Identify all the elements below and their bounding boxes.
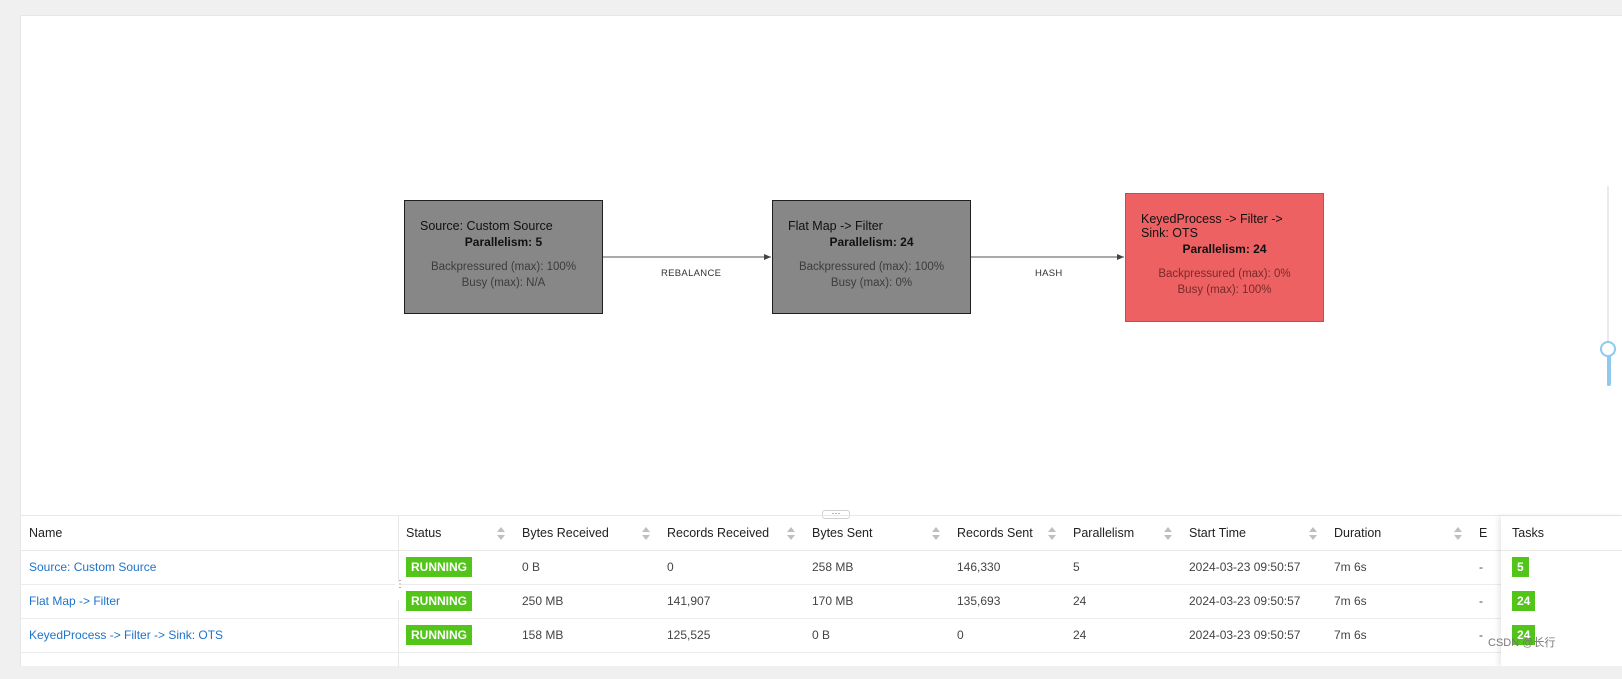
node-backpressured: Backpressured (max): 100% (798, 261, 945, 273)
tasks-badge[interactable]: 24 (1512, 591, 1536, 611)
table-header: Name Status Bytes Received Records Recei… (21, 516, 1622, 551)
tasks-badge[interactable]: 5 (1512, 557, 1529, 577)
tasks-badge[interactable]: 24 (1512, 625, 1536, 645)
tasks-column-divider (1501, 550, 1622, 551)
status-badge: RUNNING (406, 591, 472, 611)
node-backpressured: Backpressured (max): 0% (1158, 268, 1291, 280)
cell-end-time: - (1479, 628, 1483, 642)
column-header-tasks[interactable]: Tasks (1512, 526, 1544, 540)
column-header-status[interactable]: Status (406, 526, 442, 540)
sort-icon[interactable] (1309, 527, 1317, 541)
node-name: KeyedProcess -> Filter -> Sink: OTS (1141, 212, 1283, 240)
cell-parallelism: 24 (1073, 594, 1087, 608)
column-header-bytes-received[interactable]: Bytes Received (522, 526, 609, 540)
column-header-parallelism[interactable]: Parallelism (1073, 526, 1135, 540)
column-header-name[interactable]: Name (29, 526, 63, 540)
cell-bytes-received: 0 B (522, 560, 541, 574)
cell-start-time: 2024-03-23 09:50:57 (1189, 560, 1301, 574)
node-parallelism: Parallelism: 24 (829, 235, 914, 249)
cell-duration: 7m 6s (1334, 594, 1367, 608)
table-row[interactable]: KeyedProcess -> Filter -> Sink: OTS RUNN… (21, 618, 1622, 653)
node-parallelism: Parallelism: 5 (464, 235, 543, 249)
node-name: Flat Map -> Filter (788, 219, 883, 233)
table-row[interactable]: Flat Map -> Filter RUNNING 250 MB 141,90… (21, 584, 1622, 619)
graph-node-keyed-process[interactable]: KeyedProcess -> Filter -> Sink: OTS Para… (1125, 193, 1324, 322)
vertex-name-link[interactable]: Source: Custom Source (29, 560, 157, 574)
vertex-name-link[interactable]: Flat Map -> Filter (29, 594, 121, 608)
cell-duration: 7m 6s (1334, 560, 1367, 574)
cell-duration: 7m 6s (1334, 628, 1367, 642)
panel-resize-handle[interactable]: ··· (822, 509, 850, 519)
cell-records-sent: 146,330 (957, 560, 1001, 574)
job-graph-canvas[interactable]: REBALANCE HASH Source: Custom Source Par… (21, 16, 1622, 515)
sort-icon[interactable] (932, 527, 940, 541)
graph-node-flat-map[interactable]: Flat Map -> Filter Parallelism: 24 Backp… (772, 200, 971, 314)
column-header-duration[interactable]: Duration (1334, 526, 1382, 540)
zoom-slider-handle[interactable] (1600, 341, 1616, 357)
table-row[interactable]: Source: Custom Source RUNNING 0 B 0 258 … (21, 550, 1622, 585)
graph-edges (602, 254, 1124, 260)
cell-bytes-sent: 258 MB (812, 560, 854, 574)
node-backpressured: Backpressured (max): 100% (430, 261, 577, 273)
cell-parallelism: 5 (1073, 560, 1080, 574)
tasks-column-fixed: Tasks 5 24 24 (1501, 516, 1622, 666)
graph-node-source[interactable]: Source: Custom Source Parallelism: 5 Bac… (404, 200, 603, 314)
cell-records-sent: 0 (957, 628, 964, 642)
node-busy: Busy (max): N/A (461, 277, 546, 289)
cell-records-received: 0 (667, 560, 674, 574)
cell-records-sent: 135,693 (957, 594, 1001, 608)
job-overview-panel: REBALANCE HASH Source: Custom Source Par… (20, 15, 1622, 666)
zoom-slider-track[interactable] (1607, 186, 1609, 386)
sort-icon[interactable] (1454, 527, 1462, 541)
edge-label-rebalance: REBALANCE (661, 268, 722, 279)
cell-records-received: 125,525 (667, 628, 711, 642)
column-resize-handle[interactable]: ⋮ (395, 580, 405, 600)
vertex-name-link[interactable]: KeyedProcess -> Filter -> Sink: OTS (29, 628, 224, 642)
sort-icon[interactable] (787, 527, 795, 541)
edge-label-hash: HASH (1035, 268, 1063, 279)
sort-icon[interactable] (1164, 527, 1172, 541)
watermark: CSDN @长行 (1488, 637, 1556, 649)
node-busy: Busy (max): 0% (830, 277, 913, 289)
cell-bytes-sent: 0 B (812, 628, 831, 642)
node-parallelism: Parallelism: 24 (1182, 242, 1267, 256)
vertices-table: Name Status Bytes Received Records Recei… (21, 515, 1622, 666)
cell-parallelism: 24 (1073, 628, 1087, 642)
column-header-start-time[interactable]: Start Time (1189, 526, 1246, 540)
sort-icon[interactable] (497, 527, 505, 541)
status-badge: RUNNING (406, 557, 472, 577)
cell-end-time: - (1479, 560, 1483, 574)
cell-bytes-received: 250 MB (522, 594, 564, 608)
column-header-end-time[interactable]: E (1479, 526, 1488, 540)
cell-bytes-received: 158 MB (522, 628, 564, 642)
sort-icon[interactable] (1048, 527, 1056, 541)
cell-start-time: 2024-03-23 09:50:57 (1189, 594, 1301, 608)
node-name: Source: Custom Source (420, 219, 553, 233)
cell-start-time: 2024-03-23 09:50:57 (1189, 628, 1301, 642)
cell-end-time: - (1479, 594, 1483, 608)
column-header-records-sent[interactable]: Records Sent (957, 526, 1033, 540)
column-header-records-received[interactable]: Records Received (667, 526, 770, 540)
zoom-slider-fill (1607, 346, 1611, 386)
column-header-bytes-sent[interactable]: Bytes Sent (812, 526, 873, 540)
cell-records-received: 141,907 (667, 594, 711, 608)
node-busy: Busy (max): 100% (1177, 284, 1272, 296)
sort-icon[interactable] (642, 527, 650, 541)
cell-bytes-sent: 170 MB (812, 594, 854, 608)
status-badge: RUNNING (406, 625, 472, 645)
